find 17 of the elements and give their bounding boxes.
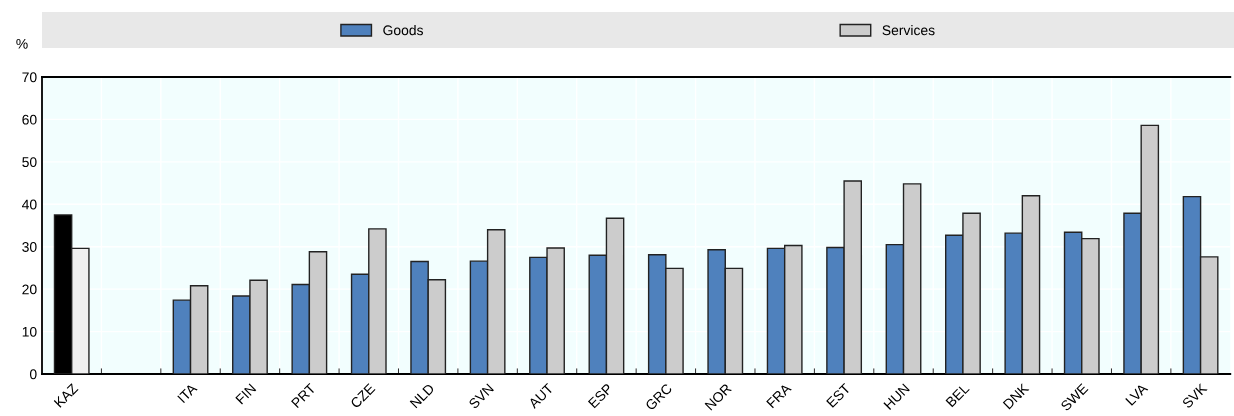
y-tick-label: 10 (22, 326, 37, 337)
y-tick-label: 60 (22, 114, 37, 125)
y-tick-label: 50 (22, 157, 37, 168)
legend-label: Goods (383, 24, 423, 36)
x-tick-label: ITA (177, 382, 198, 404)
x-tick-label: FRA (766, 382, 792, 409)
x-tick-label: LVA (1125, 382, 1149, 406)
y-tick-label: 20 (22, 284, 37, 295)
y-tick-label: 0 (29, 369, 37, 380)
y-tick-label: 70 (22, 72, 37, 83)
x-tick-label: FIN (235, 383, 257, 405)
y-tick-label: 30 (22, 242, 37, 252)
y-axis-title: % (16, 38, 28, 49)
legend-label: Services (882, 24, 935, 36)
y-tick-label: 40 (22, 199, 37, 210)
x-tick-label: NLD (409, 383, 435, 409)
x-tick-label: BEL (945, 383, 970, 408)
